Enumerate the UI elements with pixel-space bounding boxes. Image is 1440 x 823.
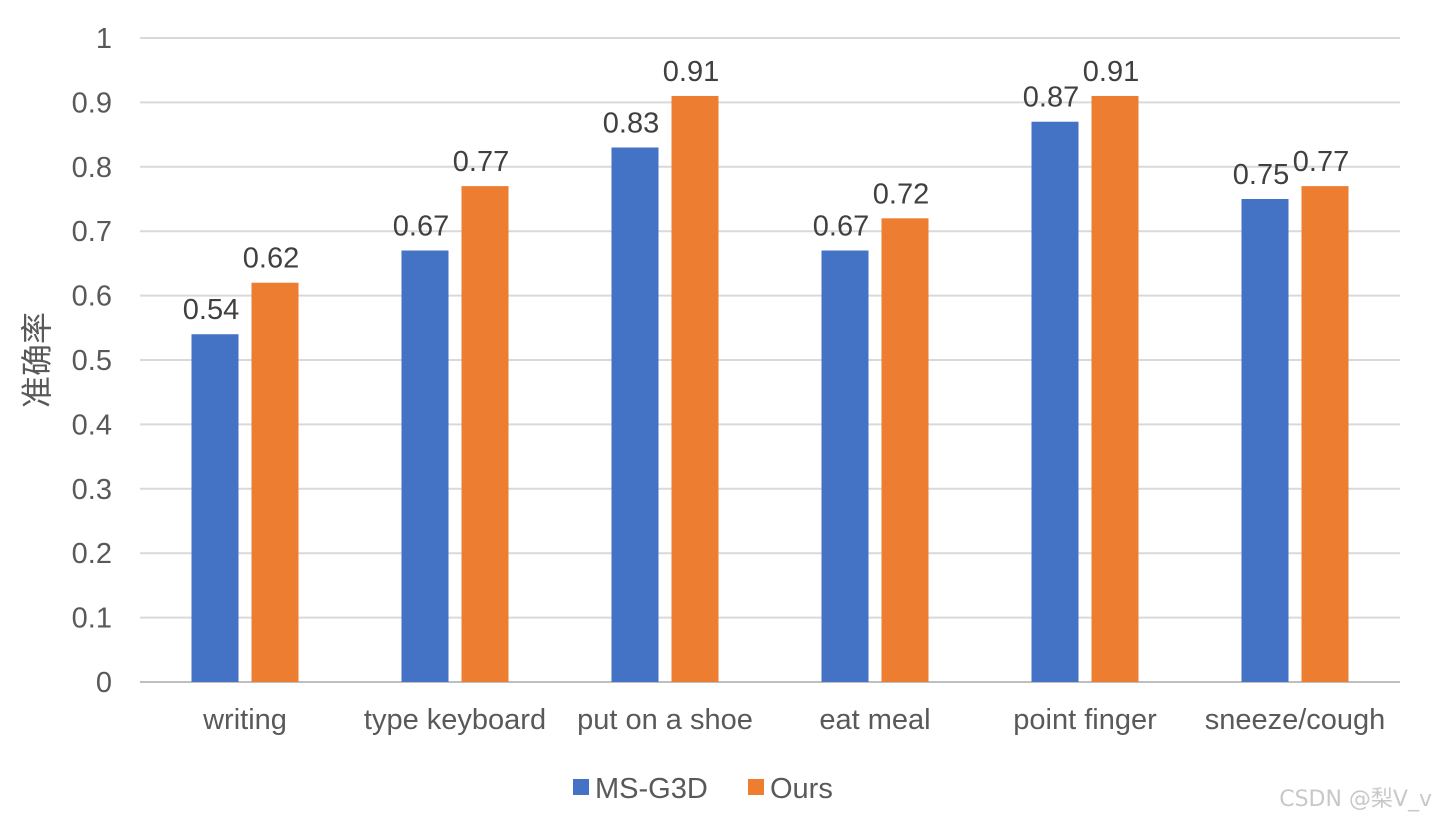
legend-item: MS-G3D	[573, 773, 708, 805]
data-label: 0.67	[393, 211, 449, 243]
x-category-label: point finger	[1013, 704, 1157, 736]
bar-ms-g3d	[611, 147, 659, 683]
y-tick-label: 1	[96, 23, 112, 55]
y-tick-label: 0.6	[72, 281, 112, 313]
x-category-label: sneeze/cough	[1205, 704, 1386, 736]
bar-ms-g3d	[401, 250, 449, 682]
data-labels: 0.540.620.670.770.830.910.670.720.870.91…	[183, 56, 1349, 326]
y-axis-ticks: 0 0.1 0.2 0.3 0.4 0.5 0.6 0.7 0.8 0.9 1	[72, 23, 112, 699]
x-category-label: put on a shoe	[577, 704, 753, 736]
legend-item: Ours	[748, 773, 833, 805]
data-label: 0.75	[1233, 159, 1289, 191]
data-label: 0.77	[453, 146, 509, 178]
bar-ours	[671, 95, 719, 682]
x-category-label: eat meal	[819, 704, 930, 736]
bar-ours	[1301, 186, 1349, 682]
y-tick-label: 0.7	[72, 216, 112, 248]
y-tick-label: 0.9	[72, 87, 112, 119]
bars	[191, 95, 1349, 683]
bar-ms-g3d	[191, 334, 239, 682]
legend-swatch	[748, 779, 764, 795]
x-category-label: type keyboard	[364, 704, 546, 736]
legend-label: Ours	[770, 773, 833, 805]
data-label: 0.72	[873, 178, 929, 210]
bar-ours	[461, 186, 509, 682]
legend-label: MS-G3D	[595, 773, 708, 805]
y-tick-label: 0	[96, 667, 112, 699]
data-label: 0.62	[243, 243, 299, 275]
data-label: 0.54	[183, 294, 239, 326]
legend: MS-G3D Ours	[573, 773, 833, 805]
data-label: 0.91	[1083, 56, 1139, 88]
bar-ours	[881, 218, 929, 682]
x-axis-categories: writing type keyboard put on a shoe eat mea…	[202, 704, 1385, 736]
data-label: 0.77	[1293, 146, 1349, 178]
grid-lines	[140, 37, 1400, 683]
y-tick-label: 0.2	[72, 538, 112, 570]
bar-ms-g3d	[821, 250, 869, 682]
bar-ms-g3d	[1031, 121, 1079, 683]
y-tick-label: 0.8	[72, 152, 112, 184]
bar-ms-g3d	[1241, 199, 1289, 682]
legend-swatch	[573, 779, 589, 795]
data-label: 0.67	[813, 211, 869, 243]
data-label: 0.91	[663, 56, 719, 88]
y-tick-label: 0.5	[72, 345, 112, 377]
x-category-label: writing	[202, 704, 287, 736]
data-label: 0.83	[603, 107, 659, 139]
bar-ours	[1091, 95, 1139, 682]
y-tick-label: 0.1	[72, 603, 112, 635]
data-label: 0.87	[1023, 82, 1079, 114]
y-tick-label: 0.3	[72, 474, 112, 506]
bar-ours	[251, 282, 299, 682]
y-axis-title: 准确率	[18, 312, 56, 408]
watermark: CSDN @梨V_v	[1279, 787, 1432, 812]
y-tick-label: 0.4	[72, 409, 112, 441]
